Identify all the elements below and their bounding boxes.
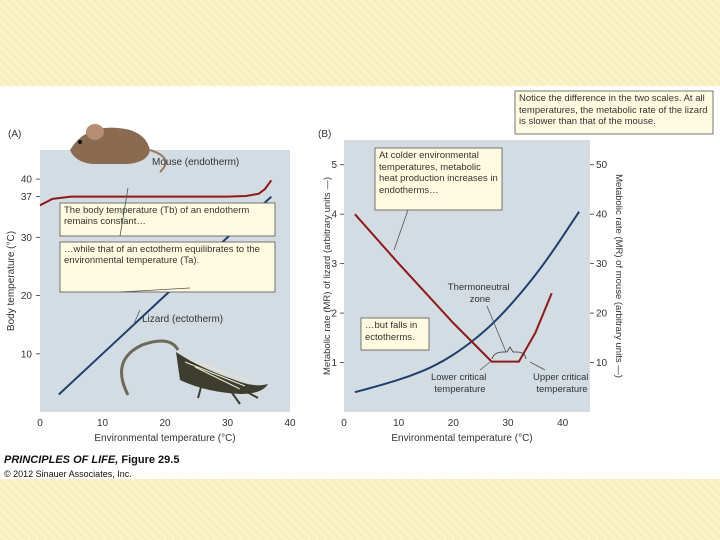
a-x-tick-label: 20 [159, 418, 171, 429]
mouse-body-temp-line [39, 179, 273, 207]
b-y-right-tick-label: 10 [596, 358, 608, 369]
annotation-falls: …but falls in ectotherms. [365, 320, 418, 343]
a-x-tick-label: 0 [37, 418, 43, 429]
b-x-tick-label: 40 [557, 418, 569, 429]
panel-a-label: (A) [8, 129, 21, 140]
panel-b-ylabel-right: Metabolic rate (MR) of mouse (arbitrary … [613, 174, 624, 378]
b-x-tick-label: 0 [341, 418, 347, 429]
lizard-label: Lizard (ectotherm) [142, 314, 223, 325]
mouse-label: Mouse (endotherm) [152, 157, 239, 168]
b-y-right-tick-label: 40 [596, 210, 608, 221]
credit-title: PRINCIPLES OF LIFE, [4, 454, 119, 466]
panel-b-ticks: 0 10 20 30 40 1 2 3 4 5 10 20 30 40 50 [331, 160, 607, 429]
b-y-left-tick-label: 3 [331, 259, 337, 270]
b-y-right-tick-label: 30 [596, 259, 608, 270]
a-x-tick-label: 30 [222, 418, 234, 429]
annotation-ectotherm-text: …while that of an ectotherm equilibrates… [64, 244, 260, 266]
leader-lizard [132, 309, 141, 327]
label-thermoneutral-line1: Thermoneutral [448, 282, 510, 293]
copyright: © 2012 Sinauer Associates, Inc. [4, 469, 132, 479]
label-upper-critical-line2: temperature [536, 384, 587, 395]
a-y-tick-label: 20 [21, 291, 33, 302]
leader-ectotherm [119, 287, 191, 293]
title-band [0, 0, 720, 86]
mouse-metabolic-line [354, 213, 553, 363]
label-thermoneutral-line2: zone [470, 294, 491, 305]
b-x-tick-label: 20 [448, 418, 460, 429]
label-lower-critical-line2: temperature [434, 384, 485, 395]
label-upper-critical: Upper critical temperature [533, 372, 591, 395]
annotation-falls-box [360, 317, 430, 351]
b-y-right-tick-label: 20 [596, 309, 608, 320]
b-x-tick-label: 30 [502, 418, 514, 429]
panel-a-xlabel: Environmental temperature (°C) [94, 433, 235, 444]
annotation-colder-box [374, 147, 503, 211]
bracket-thermoneutral [491, 346, 527, 360]
panel-a-ticks: 0 10 20 30 40 10 20 30 37 40 [21, 175, 296, 429]
a-x-tick-label: 10 [97, 418, 109, 429]
leader-colder [393, 209, 409, 251]
annotation-endotherm-text: The body temperature (Tb) of an endother… [64, 205, 250, 227]
leader-upper-critical [529, 361, 546, 371]
leader-thermoneutral [486, 305, 507, 353]
label-lower-critical: Lower critical temperature [431, 372, 489, 395]
b-x-tick-label: 10 [393, 418, 405, 429]
label-lower-critical-line1: Lower critical [431, 372, 486, 383]
b-y-left-tick-label: 1 [331, 358, 337, 369]
a-y-tick-label: 30 [21, 233, 33, 244]
mouse-label-name: Mouse (endotherm) [152, 157, 239, 168]
leader-lower-critical [479, 361, 491, 371]
b-y-right-tick-label: 50 [596, 160, 608, 171]
label-upper-critical-line1: Upper critical [533, 372, 588, 383]
mouse-illustration [70, 124, 167, 173]
figure-credit: PRINCIPLES OF LIFE, Figure 29.5 [4, 454, 179, 466]
callout-scales: Notice the difference in the two scales.… [519, 93, 708, 127]
annotation-colder-text: At colder environmental temperatures, me… [379, 150, 498, 196]
lizard-label-name: Lizard (ectotherm) [142, 314, 223, 325]
annotation-endotherm-box [59, 202, 276, 237]
callout-scales-box [514, 90, 714, 135]
panel-a-ylabel: Body temperature (°C) [6, 231, 17, 331]
lizard-metabolic-line [354, 211, 580, 394]
panel-b-ylabel-left: Metabolic rate (MR) of lizard (arbitrary… [322, 177, 333, 375]
panel-b-xlabel: Environmental temperature (°C) [391, 433, 532, 444]
a-y-tick-label: 40 [21, 175, 33, 186]
b-y-left-tick-label: 2 [331, 309, 337, 320]
callout-scales-text: Notice the difference in the two scales.… [519, 93, 708, 127]
annotation-falls-text: …but falls in ectotherms. [365, 320, 418, 343]
leader-endotherm [119, 187, 129, 237]
panel-b-lines [354, 211, 580, 394]
annotation-ectotherm-box [59, 241, 276, 293]
bottom-band [0, 479, 720, 540]
annotation-colder: At colder environmental temperatures, me… [379, 150, 498, 196]
lizard-illustration [120, 339, 268, 405]
panel-b-label: (B) [318, 129, 331, 140]
label-thermoneutral: Thermoneutral zone [448, 282, 512, 305]
a-y-tick-label: 37 [21, 192, 33, 203]
annotation-endotherm: The body temperature (Tb) of an endother… [64, 205, 250, 227]
b-y-left-tick-label: 5 [331, 160, 337, 171]
annotation-ectotherm: …while that of an ectotherm equilibrates… [64, 244, 260, 266]
b-y-left-tick-label: 4 [331, 210, 337, 221]
a-x-tick-label: 40 [284, 418, 296, 429]
credit-figure: Figure 29.5 [121, 454, 180, 466]
a-y-tick-label: 10 [21, 349, 33, 360]
